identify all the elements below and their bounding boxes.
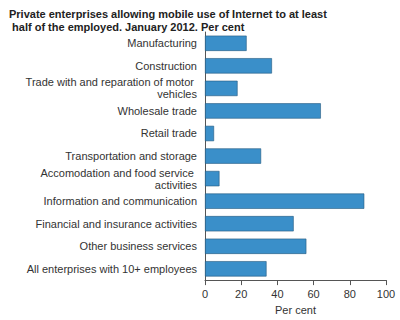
svg-text:Other business services: Other business services (80, 240, 198, 252)
svg-text:Transportation and storage: Transportation and storage (65, 150, 197, 162)
svg-text:Manufacturing: Manufacturing (127, 37, 197, 49)
svg-text:Accomodation and food service: Accomodation and food service (40, 167, 197, 179)
svg-text:Wholesale trade: Wholesale trade (118, 105, 198, 117)
svg-text:Per cent: Per cent (275, 304, 316, 316)
svg-text:Retail trade: Retail trade (141, 127, 197, 139)
svg-text:Financial and insurance activi: Financial and insurance activities (36, 218, 198, 230)
svg-text:vehicles: vehicles (157, 88, 197, 100)
svg-text:20: 20 (235, 288, 247, 300)
svg-text:activities: activities (155, 179, 198, 191)
svg-text:Construction: Construction (135, 60, 197, 72)
svg-text:Trade with and reparation of m: Trade with and reparation of motor (26, 76, 197, 88)
svg-text:Private enterprises allowing m: Private enterprises allowing mobile use … (9, 8, 327, 20)
svg-text:60: 60 (307, 288, 319, 300)
svg-text:half of the employed. January: half of the employed. January 2012. Per … (9, 21, 245, 33)
svg-text:0: 0 (202, 288, 208, 300)
svg-text:80: 80 (344, 288, 356, 300)
svg-text:40: 40 (271, 288, 283, 300)
svg-text:All enterprises with 10+ emplo: All enterprises with 10+ employees (27, 263, 198, 275)
svg-text:Information and communication: Information and communication (44, 195, 197, 207)
svg-text:100: 100 (377, 288, 395, 300)
